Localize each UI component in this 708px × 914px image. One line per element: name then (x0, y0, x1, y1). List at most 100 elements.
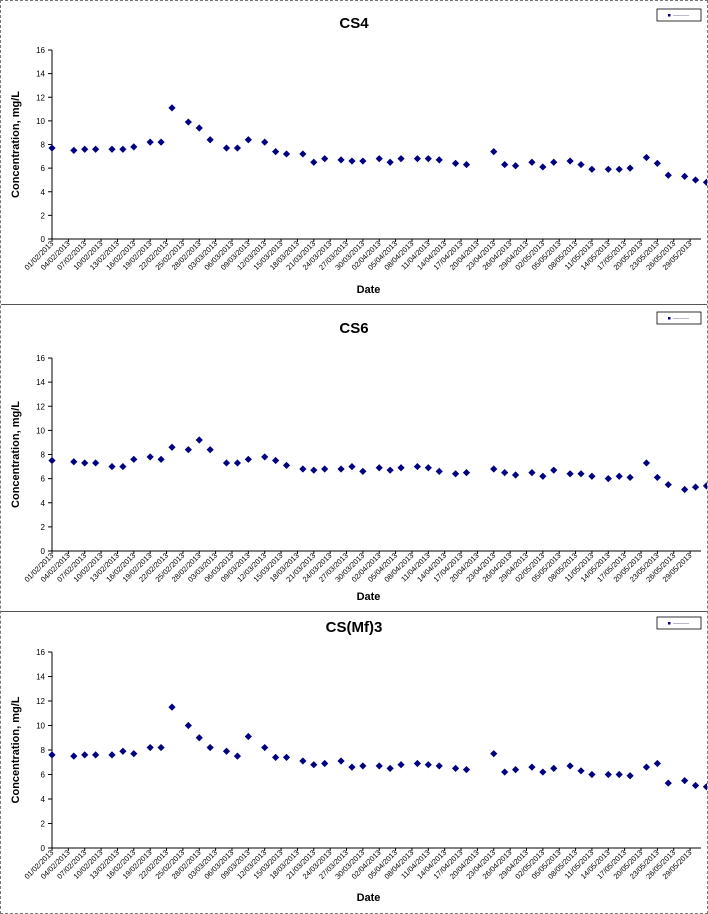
data-point (501, 160, 509, 169)
y-tick-label: 4 (41, 499, 46, 508)
y-tick-label: 10 (36, 722, 45, 731)
y-tick-label: 0 (41, 547, 46, 556)
data-point (359, 157, 367, 165)
data-point (195, 734, 203, 742)
data-point (501, 768, 509, 776)
y-tick-label: 14 (36, 673, 45, 682)
data-point (206, 743, 214, 752)
legend-marker (668, 317, 671, 320)
data-point (615, 165, 623, 173)
data-point (119, 462, 127, 471)
data-point (261, 743, 269, 752)
data-point (282, 150, 291, 158)
data-point (511, 766, 520, 774)
data-point (48, 144, 56, 152)
data-point (70, 146, 78, 155)
chart-svg: CS6024681012141601/02/201304/02/201307/0… (10, 311, 707, 603)
y-tick-label: 8 (41, 451, 46, 460)
data-point (397, 761, 405, 769)
data-point (664, 779, 672, 787)
data-point (375, 762, 383, 770)
data-point (299, 150, 307, 158)
y-tick-label: 12 (36, 93, 45, 102)
chart-panel-csmf3: CS(Mf)3 0 2 4 6 8 10 12 14 16 01/02/2013 04/02/2013… (1, 612, 707, 912)
data-point (413, 759, 422, 768)
data-point (244, 732, 252, 741)
x-axis-label: Date (357, 591, 381, 603)
y-axis-label: Concentration, mg/L (10, 401, 22, 508)
x-axis-label: Date (357, 892, 381, 904)
y-axis-label: Concentration, mg/L (10, 696, 22, 803)
data-point (435, 156, 443, 164)
data-point (490, 147, 498, 156)
data-point (92, 145, 100, 153)
y-tick-label: 16 (36, 648, 45, 657)
data-point (588, 770, 596, 779)
data-point (490, 465, 498, 473)
data-point (184, 118, 192, 126)
y-tick-label: 8 (41, 746, 46, 755)
y-tick-label: 0 (41, 844, 46, 853)
y-tick-label: 6 (41, 771, 46, 780)
data-point (642, 153, 651, 162)
data-point (310, 466, 318, 474)
data-point (681, 777, 689, 785)
data-point (244, 136, 252, 144)
data-point (577, 160, 585, 169)
chart-title: CS(Mf)3 (326, 619, 383, 636)
data-point (681, 485, 689, 494)
data-point (664, 171, 672, 179)
data-point (642, 459, 651, 467)
data-point (321, 759, 329, 768)
data-point (511, 162, 520, 170)
data-point (130, 750, 138, 758)
data-point (282, 461, 291, 469)
data-point (81, 459, 89, 467)
data-point (261, 453, 269, 461)
data-point (359, 467, 367, 475)
data-point (146, 138, 154, 146)
y-tick-label: 2 (41, 211, 46, 220)
data-point (195, 436, 203, 444)
data-point (642, 763, 651, 771)
y-tick-label: 0 (41, 235, 46, 244)
legend (656, 311, 702, 325)
data-point (550, 764, 558, 772)
data-point (653, 159, 661, 167)
y-tick-label: 4 (41, 795, 46, 804)
data-point (310, 158, 318, 166)
data-point (375, 155, 383, 163)
data-point (108, 462, 116, 471)
data-point (577, 767, 585, 775)
data-point (119, 145, 127, 153)
chart-panel-cs4: CS4 0 2 4 6 8 10 12 14 16 01/02/2013 04/02/2013 07/0… (1, 1, 707, 305)
data-point (550, 466, 558, 474)
data-point (664, 481, 672, 489)
data-point (310, 761, 318, 769)
data-point (451, 470, 460, 478)
data-point (337, 757, 345, 765)
y-tick-label: 6 (41, 475, 46, 484)
data-point (566, 470, 574, 478)
data-point (337, 156, 345, 164)
data-point (244, 455, 252, 463)
data-point (702, 783, 707, 791)
data-point (451, 159, 460, 167)
data-point (604, 475, 612, 483)
data-point (359, 762, 367, 770)
data-point (386, 764, 394, 772)
chart-svg: CS4024681012141601/02/201304/02/201307/0… (10, 8, 707, 296)
data-point (681, 172, 689, 180)
data-point (195, 124, 203, 132)
data-point (157, 138, 165, 146)
data-point (588, 472, 596, 480)
data-point (528, 158, 536, 166)
data-point (108, 145, 116, 153)
data-point (539, 472, 547, 480)
data-point (233, 459, 242, 467)
data-point (462, 160, 471, 169)
data-point (386, 466, 394, 474)
y-tick-label: 2 (41, 523, 46, 532)
data-point (550, 158, 558, 166)
